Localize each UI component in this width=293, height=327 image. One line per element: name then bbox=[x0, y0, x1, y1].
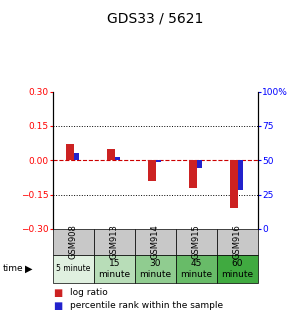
Text: GSM908: GSM908 bbox=[69, 225, 78, 259]
Text: GDS33 / 5621: GDS33 / 5621 bbox=[107, 11, 203, 26]
Bar bbox=[156, 160, 161, 162]
Text: 30
minute: 30 minute bbox=[139, 259, 171, 279]
Bar bbox=[238, 160, 243, 190]
Bar bbox=[107, 149, 115, 160]
Bar bbox=[189, 160, 197, 188]
Bar bbox=[66, 144, 74, 160]
Text: ▶: ▶ bbox=[25, 264, 33, 274]
Text: log ratio: log ratio bbox=[70, 288, 108, 297]
Text: ■: ■ bbox=[53, 301, 62, 311]
Text: 60
minute: 60 minute bbox=[221, 259, 253, 279]
Text: GSM914: GSM914 bbox=[151, 225, 160, 259]
Bar bbox=[197, 160, 202, 168]
Bar bbox=[230, 160, 238, 208]
Text: GSM916: GSM916 bbox=[233, 225, 242, 259]
Bar bbox=[74, 153, 79, 160]
Text: GSM913: GSM913 bbox=[110, 225, 119, 259]
Text: 5 minute: 5 minute bbox=[56, 265, 91, 273]
Bar bbox=[148, 160, 156, 181]
Text: time: time bbox=[3, 265, 23, 273]
Bar bbox=[115, 158, 120, 160]
Text: GSM915: GSM915 bbox=[192, 225, 201, 259]
Text: 15
minute: 15 minute bbox=[98, 259, 130, 279]
Text: 45
minute: 45 minute bbox=[180, 259, 212, 279]
Text: percentile rank within the sample: percentile rank within the sample bbox=[70, 301, 224, 310]
Text: ■: ■ bbox=[53, 288, 62, 298]
